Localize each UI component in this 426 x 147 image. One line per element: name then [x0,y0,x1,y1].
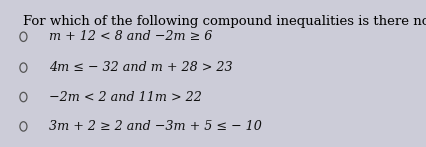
Text: 3m + 2 ≥ 2 and −3m + 5 ≤ − 10: 3m + 2 ≥ 2 and −3m + 5 ≤ − 10 [49,120,262,133]
Text: For which of the following compound inequalities is there no solution?: For which of the following compound ineq… [23,15,426,28]
Text: 4m ≤ − 32 and m + 28 > 23: 4m ≤ − 32 and m + 28 > 23 [49,61,233,74]
Text: −2m < 2 and 11m > 22: −2m < 2 and 11m > 22 [49,91,202,103]
Text: m + 12 < 8 and −2m ≥ 6: m + 12 < 8 and −2m ≥ 6 [49,30,213,43]
